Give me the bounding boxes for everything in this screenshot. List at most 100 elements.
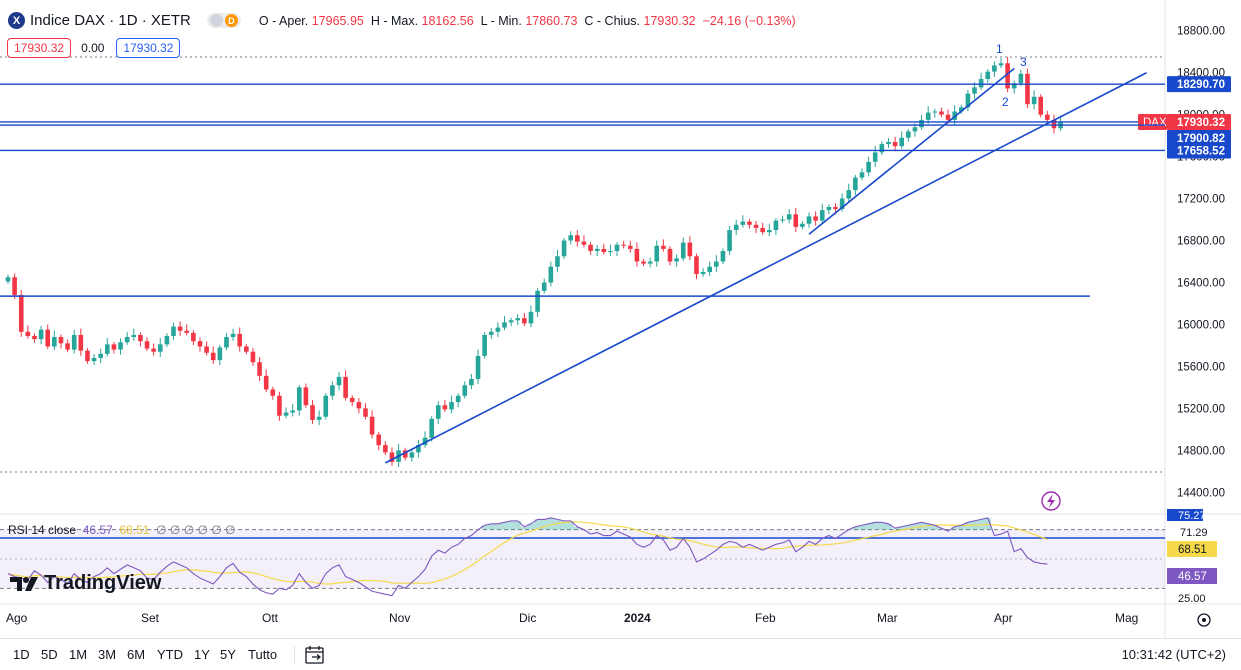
- sell-price-box[interactable]: 17930.32: [7, 38, 72, 58]
- candle-body: [661, 245, 666, 249]
- candle-body: [210, 352, 216, 361]
- y-tick-label: 18800.00: [1177, 26, 1225, 38]
- candle-body: [250, 351, 256, 363]
- y-tick-label: 16400.00: [1177, 277, 1225, 289]
- rsi-ma-last-bg: [1167, 541, 1217, 557]
- candle-body: [25, 331, 31, 336]
- candle-body: [912, 127, 918, 132]
- candle-body: [383, 445, 388, 453]
- candle-body: [892, 141, 898, 147]
- rsi-tick-label: 46.57: [1178, 571, 1207, 583]
- candle-body: [627, 245, 633, 249]
- candle-body: [495, 327, 501, 332]
- symbol-title[interactable]: Indice DAX · 1D · XETR: [30, 12, 191, 29]
- low-label: L - Min.: [480, 13, 522, 28]
- candle-body: [647, 261, 653, 264]
- candle-body: [555, 256, 560, 267]
- candle-body: [171, 326, 176, 336]
- candle-body: [270, 389, 276, 396]
- candle-body: [548, 266, 554, 283]
- range-1m[interactable]: 1M: [69, 647, 88, 662]
- change-value: −24.16 (−0.13%): [702, 13, 796, 28]
- range-ytd[interactable]: YTD: [157, 647, 183, 662]
- candle-body: [998, 63, 1004, 66]
- range-6m[interactable]: 6M: [127, 647, 146, 662]
- low-value: 17860.73: [525, 13, 578, 28]
- rsi-tick-bg: [1167, 509, 1203, 521]
- rsi-overbought-fill: [481, 517, 992, 530]
- candle-body: [323, 395, 329, 417]
- candle-body: [32, 335, 37, 340]
- lightning-event-icon: [1041, 491, 1061, 511]
- candle-body: [786, 214, 792, 220]
- candle-body: [85, 350, 90, 362]
- range-3m[interactable]: 3M: [98, 647, 117, 662]
- level-price-label-bg: [1167, 113, 1231, 130]
- candle-body: [118, 342, 123, 350]
- symbol-name-tag: DAX: [1143, 117, 1167, 129]
- candle-body: [601, 248, 607, 253]
- rsi-title: RSI 14 close: [8, 523, 77, 537]
- high-value: 18162.56: [421, 13, 474, 28]
- candle-body: [343, 376, 348, 398]
- candle-body: [475, 355, 481, 379]
- candle-body: [442, 405, 448, 410]
- candle-body: [296, 387, 302, 411]
- wave-label: 1: [996, 42, 1003, 56]
- candle-body: [1051, 119, 1057, 129]
- candle-body: [18, 295, 24, 332]
- candle-body: [575, 235, 580, 242]
- bottom-toolbar: 1D 5D 1M 3M 6M YTD 1Y 5Y Tutto 10:31:42 …: [0, 638, 1241, 670]
- candle-body: [767, 230, 772, 233]
- tradingview-logo[interactable]: TradingView: [10, 572, 161, 595]
- spread-value: 0.00: [81, 41, 105, 55]
- candle-body: [753, 224, 759, 228]
- candle-body: [151, 348, 156, 352]
- rsi-tick-label: 25.00: [1178, 593, 1206, 605]
- candle-body: [879, 144, 885, 153]
- level-price-label: 17900.82: [1177, 133, 1225, 145]
- candle-body: [1045, 114, 1050, 120]
- close-value: 17930.32: [643, 13, 696, 28]
- candle-body: [945, 114, 951, 120]
- flags[interactable]: D: [206, 13, 241, 28]
- candle-body: [714, 261, 719, 267]
- x-tick-label: Apr: [994, 611, 1013, 625]
- candle-body: [535, 290, 540, 312]
- candle-body: [52, 337, 57, 347]
- candle-body: [38, 329, 44, 340]
- y-tick-label: 16000.00: [1177, 319, 1225, 331]
- delayed-data-icon: D: [224, 14, 238, 27]
- range-1y[interactable]: 1Y: [194, 647, 210, 662]
- candle-body: [217, 347, 223, 361]
- candle-body: [608, 251, 613, 253]
- candle-body: [257, 362, 262, 376]
- candle-body: [422, 437, 428, 446]
- candle-body: [773, 220, 779, 231]
- candle-body: [376, 434, 382, 446]
- candle-body: [482, 334, 487, 356]
- range-5d[interactable]: 5D: [41, 647, 58, 662]
- candle-body: [12, 277, 17, 296]
- candle-body: [508, 320, 514, 323]
- buy-price-box[interactable]: 17930.32: [116, 38, 181, 58]
- rsi-legend[interactable]: RSI 14 close 46.57 68.51 ∅ ∅ ∅ ∅ ∅ ∅: [8, 523, 236, 537]
- candle-body: [674, 258, 679, 262]
- candle-body: [667, 248, 673, 262]
- date-range-icon[interactable]: [304, 645, 326, 665]
- x-tick-label: Set: [141, 611, 160, 625]
- range-5y[interactable]: 5Y: [220, 647, 236, 662]
- candle-body: [144, 341, 150, 349]
- candle-body: [958, 107, 964, 112]
- range-all[interactable]: Tutto: [248, 647, 278, 662]
- x-tick-label: Ott: [262, 611, 279, 625]
- range-1d[interactable]: 1D: [13, 647, 30, 662]
- candle-body: [277, 395, 282, 416]
- candle-body: [157, 344, 163, 352]
- x-tick-label: Nov: [389, 611, 410, 625]
- wave-label: 2: [1002, 95, 1009, 109]
- candle-body: [469, 378, 474, 386]
- candle-body: [488, 331, 494, 335]
- level-price-label: 18290.70: [1177, 79, 1225, 91]
